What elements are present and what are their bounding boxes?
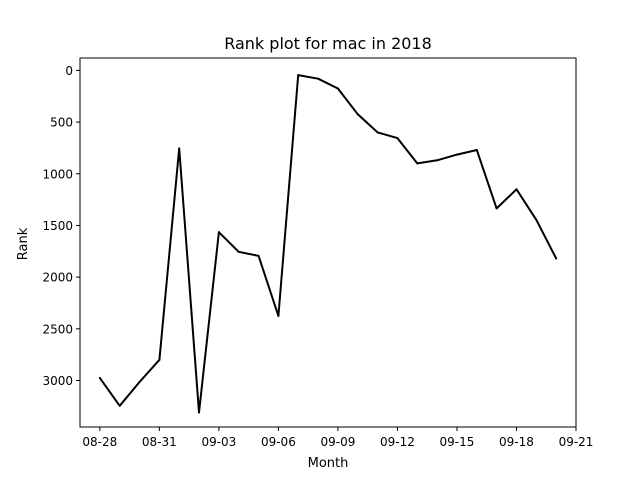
x-tick-label: 08-31 [142,435,177,449]
x-tick-label: 09-21 [559,435,594,449]
data-point [376,131,379,134]
data-point [555,257,558,260]
x-tick-label: 09-09 [320,435,355,449]
x-tick-label: 09-03 [201,435,236,449]
data-point [217,231,220,234]
x-axis-label: Month [308,456,349,471]
y-tick-label: 1000 [42,167,73,181]
y-tick-label: 2000 [42,271,73,285]
y-tick-label: 500 [50,116,73,130]
y-tick-label: 2500 [42,322,73,336]
data-point [118,404,121,407]
data-point [237,250,240,253]
x-tick-label: 08-28 [82,435,117,449]
data-point [178,147,181,150]
rank-series-line [98,74,558,414]
data-point [138,381,141,384]
plot-area: 0 500 1000 1500 2000 2500 3000 08-28 08-31 09-03 0… [42,57,594,449]
data-point [158,358,161,361]
data-point [336,87,339,90]
x-tick-label: 09-18 [499,435,534,449]
data-point [277,314,280,317]
data-point [535,218,538,221]
data-point [297,74,300,77]
data-point [475,148,478,151]
y-tick-label: 3000 [42,374,73,388]
y-tick-label: 0 [65,64,73,78]
data-point [257,254,260,257]
data-point [436,159,439,162]
data-point [198,411,201,414]
data-point [416,162,419,165]
data-point [396,137,399,140]
y-axis-label: Rank [16,227,31,260]
chart-title: Rank plot for mac in 2018 [224,34,432,53]
data-point [98,376,101,379]
x-tick-label: 09-12 [380,435,415,449]
data-point [495,207,498,210]
data-point [356,113,359,116]
y-tick-label: 1500 [42,219,73,233]
data-point [455,153,458,156]
x-tick-label: 09-15 [440,435,475,449]
x-tick-label: 09-06 [261,435,296,449]
data-point [317,77,320,80]
data-point [515,188,518,191]
plot-frame [79,57,577,428]
